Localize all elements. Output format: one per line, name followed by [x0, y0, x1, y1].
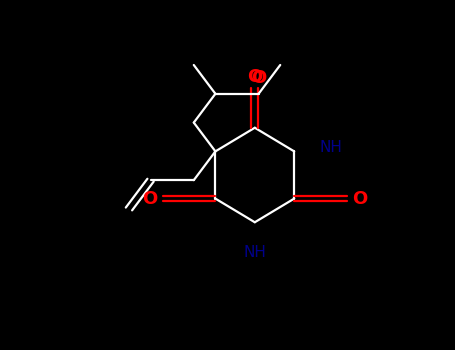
- Text: NH: NH: [319, 140, 342, 155]
- Text: NH: NH: [243, 245, 266, 260]
- Text: O: O: [142, 190, 157, 208]
- Text: O: O: [247, 68, 263, 86]
- Text: O: O: [251, 69, 266, 87]
- Text: O: O: [353, 190, 368, 208]
